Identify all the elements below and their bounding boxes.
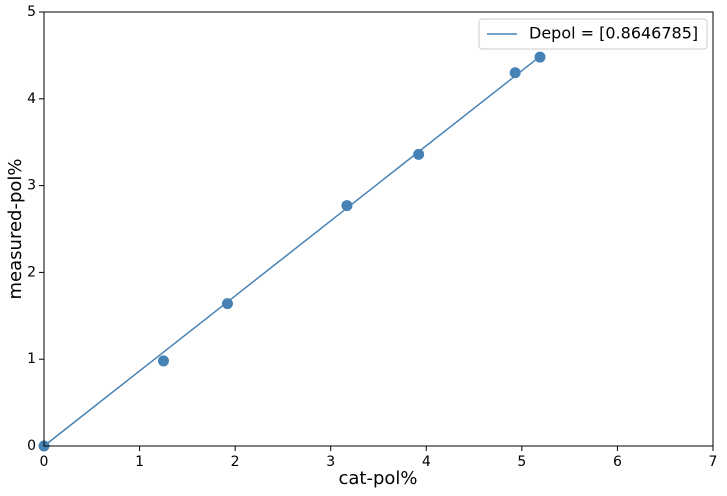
data-point bbox=[413, 148, 425, 160]
x-tick-label: 7 bbox=[709, 454, 718, 470]
data-point bbox=[509, 67, 521, 79]
x-tick-label: 4 bbox=[422, 454, 431, 470]
y-axis-label: measured-pol% bbox=[5, 159, 26, 300]
x-tick-label: 6 bbox=[613, 454, 622, 470]
y-tick-label: 0 bbox=[27, 438, 36, 454]
data-point bbox=[341, 200, 353, 212]
legend-label: Depol = [0.8646785] bbox=[529, 24, 698, 43]
legend-box bbox=[478, 18, 708, 50]
data-point bbox=[221, 298, 233, 310]
y-tick-label: 4 bbox=[27, 91, 36, 107]
y-tick-label: 2 bbox=[27, 264, 36, 280]
x-tick-label: 3 bbox=[326, 454, 335, 470]
x-tick-label: 2 bbox=[231, 454, 240, 470]
x-axis-label: cat-pol% bbox=[338, 468, 417, 489]
y-tick-label: 3 bbox=[27, 178, 36, 194]
y-tick-label: 5 bbox=[27, 4, 36, 20]
plot-frame bbox=[43, 11, 714, 447]
x-tick-label: 5 bbox=[517, 454, 526, 470]
legend: Depol = [0.8646785] bbox=[478, 18, 708, 50]
x-tick-label: 1 bbox=[135, 454, 144, 470]
data-point bbox=[157, 355, 169, 367]
y-tick-label: 1 bbox=[27, 351, 36, 367]
x-tick-label: 0 bbox=[40, 454, 49, 470]
fit-line bbox=[43, 55, 541, 447]
